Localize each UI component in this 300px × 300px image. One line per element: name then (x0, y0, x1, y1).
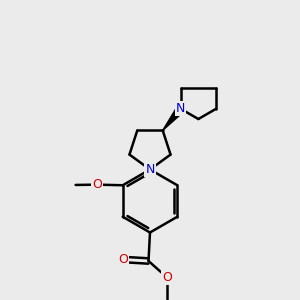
Text: N: N (145, 163, 155, 176)
Text: N: N (176, 102, 185, 115)
Polygon shape (163, 106, 184, 130)
Text: O: O (162, 271, 172, 284)
Text: O: O (92, 178, 102, 191)
Text: O: O (118, 253, 128, 266)
